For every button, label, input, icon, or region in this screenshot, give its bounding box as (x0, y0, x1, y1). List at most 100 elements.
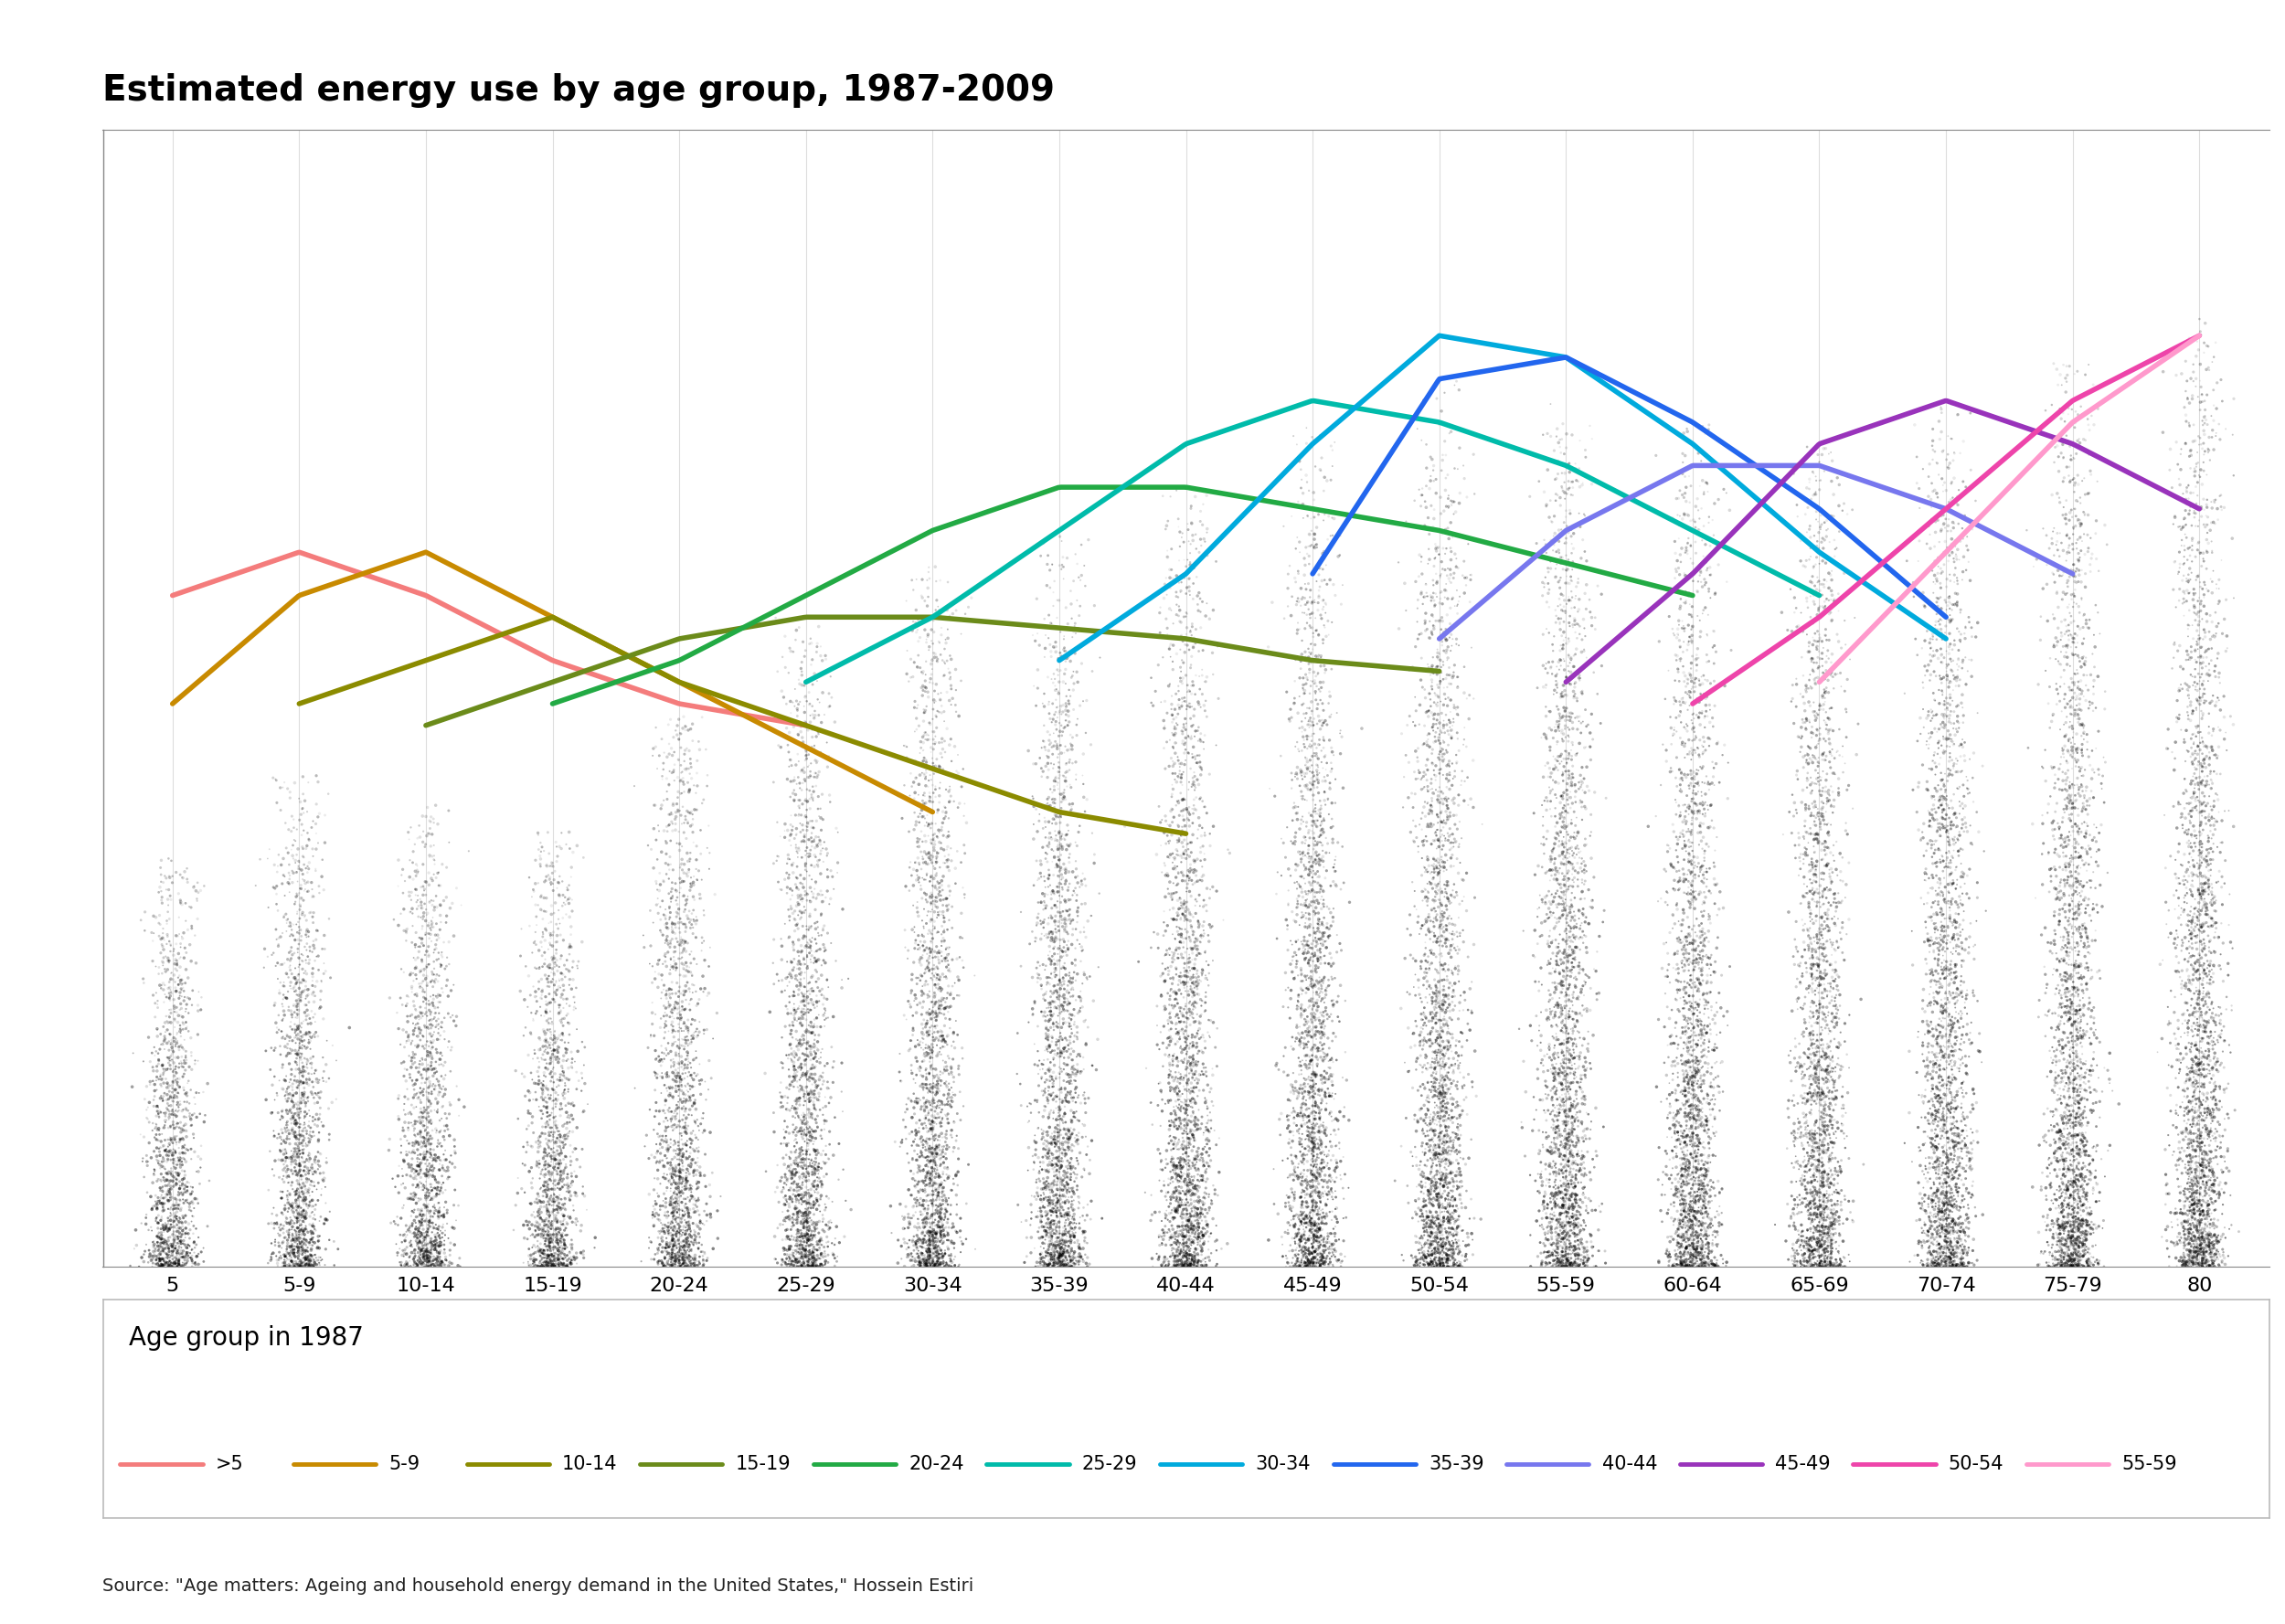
Point (1780, 481, 1817, 507)
Point (1556, 1173, 1593, 1199)
Point (900, 922, 937, 948)
Point (649, 926, 685, 952)
Point (1289, 963, 1325, 989)
Point (1037, 1095, 1074, 1121)
Point (1945, 948, 1981, 974)
Point (1668, 1132, 1705, 1158)
Point (2041, 1010, 2077, 1036)
Point (1675, 1085, 1711, 1111)
Point (925, 1213, 962, 1239)
Point (151, 1124, 187, 1150)
Point (1031, 1160, 1067, 1186)
Point (912, 1228, 948, 1254)
Point (1536, 851, 1572, 877)
Point (2063, 1161, 2100, 1187)
Point (809, 1229, 845, 1255)
Point (640, 890, 676, 916)
Point (288, 1020, 324, 1046)
Point (1517, 862, 1554, 888)
Point (1666, 896, 1702, 922)
Point (1552, 1249, 1588, 1275)
Point (1933, 788, 1970, 814)
Point (2056, 745, 2093, 771)
Point (142, 1216, 178, 1242)
Point (1798, 1043, 1835, 1069)
Point (414, 1030, 450, 1056)
Point (1789, 585, 1826, 611)
Point (2043, 1226, 2079, 1252)
Point (1284, 809, 1321, 835)
Point (1161, 1070, 1197, 1096)
Point (779, 1090, 816, 1116)
Point (283, 1247, 320, 1273)
Point (667, 950, 704, 976)
Point (1561, 1194, 1597, 1220)
Point (1938, 1242, 1974, 1268)
Point (530, 1202, 567, 1228)
Point (1284, 940, 1321, 966)
Point (919, 588, 955, 614)
Point (1152, 983, 1188, 1009)
Point (414, 1203, 450, 1229)
Point (1165, 731, 1202, 757)
Point (402, 1197, 439, 1223)
Point (1049, 822, 1085, 848)
Point (2029, 1229, 2066, 1255)
Point (2171, 791, 2207, 817)
Point (1679, 653, 1716, 679)
Point (288, 947, 324, 973)
Point (930, 1207, 967, 1233)
Point (654, 1158, 690, 1184)
Point (1542, 1018, 1579, 1044)
Point (512, 1216, 548, 1242)
Point (1437, 1199, 1474, 1224)
Point (1935, 666, 1972, 692)
Point (2061, 648, 2098, 674)
Point (416, 1247, 452, 1273)
Point (1682, 1047, 1718, 1073)
Point (1780, 966, 1817, 992)
Point (1668, 1150, 1705, 1176)
Point (1147, 1041, 1184, 1067)
Point (1666, 669, 1702, 695)
Point (1163, 1239, 1200, 1265)
Point (1028, 1134, 1065, 1160)
Point (2036, 1247, 2072, 1273)
Point (2066, 1236, 2102, 1262)
Point (2079, 599, 2116, 625)
Point (2034, 817, 2070, 843)
Point (1536, 1062, 1572, 1088)
Point (523, 983, 560, 1009)
Point (409, 913, 446, 939)
Point (402, 958, 439, 984)
Point (149, 1215, 185, 1241)
Point (1919, 1023, 1956, 1049)
Point (1817, 1130, 1853, 1156)
Point (1657, 1015, 1693, 1041)
Point (1794, 942, 1830, 968)
Point (1165, 945, 1202, 971)
Point (667, 931, 704, 957)
Point (1538, 1182, 1574, 1208)
Point (1049, 708, 1085, 734)
Point (407, 1130, 443, 1156)
Point (1565, 1026, 1602, 1052)
Point (770, 1166, 807, 1192)
Point (295, 1220, 331, 1246)
Point (1037, 828, 1074, 854)
Point (1184, 680, 1220, 706)
Point (384, 1171, 420, 1197)
Point (1293, 1197, 1330, 1223)
Point (512, 913, 548, 939)
Point (925, 909, 962, 935)
Point (1670, 997, 1707, 1023)
Point (2164, 895, 2200, 921)
Point (416, 1004, 452, 1030)
Point (1444, 825, 1481, 851)
Point (1791, 1246, 1828, 1272)
Point (2043, 867, 2079, 893)
Point (665, 1202, 701, 1228)
Point (907, 1134, 944, 1160)
Point (1024, 728, 1060, 754)
Point (281, 1127, 318, 1153)
